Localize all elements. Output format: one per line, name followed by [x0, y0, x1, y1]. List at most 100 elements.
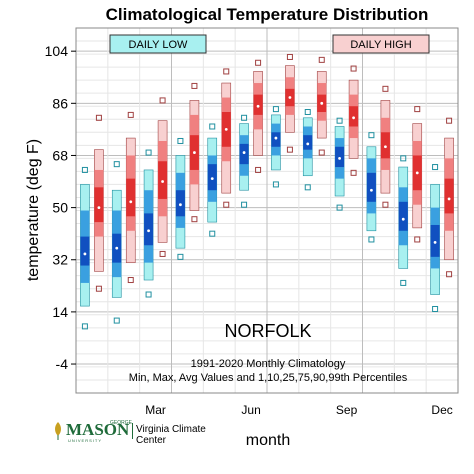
- y-tick-label: 68: [52, 147, 68, 163]
- min-marker: [81, 323, 88, 330]
- avg-dot: [210, 177, 214, 181]
- x-axis-ticks: Mar Jun Sep Dec: [145, 403, 453, 417]
- legend-low-label: DAILY LOW: [129, 39, 189, 51]
- max-marker: [95, 114, 102, 121]
- max-marker: [159, 97, 166, 104]
- max-marker: [81, 166, 88, 173]
- box-mid-25-75: [239, 143, 249, 165]
- max-marker: [241, 114, 248, 121]
- avg-dot: [97, 206, 101, 210]
- max-marker: [223, 68, 230, 75]
- min-marker: [145, 291, 152, 298]
- station-name: NORFOLK: [224, 321, 311, 341]
- logo-george-text: GEORGE: [110, 420, 132, 426]
- max-marker: [127, 111, 134, 118]
- legend-high-box: [332, 34, 430, 54]
- max-marker: [191, 82, 198, 89]
- y-tick-label: 32: [52, 252, 68, 268]
- max-marker: [368, 132, 375, 139]
- box-mid-25-75: [207, 164, 217, 191]
- box-mid-25-75: [126, 178, 136, 217]
- logo-divider: [132, 423, 133, 439]
- x-tick-label: Sep: [336, 403, 358, 417]
- avg-dot: [306, 142, 310, 146]
- box-mid-25-75: [253, 94, 263, 115]
- leaf-icon: [55, 422, 61, 440]
- min-marker: [127, 277, 134, 284]
- max-marker: [336, 117, 343, 124]
- min-marker: [113, 317, 120, 324]
- max-marker: [255, 59, 262, 66]
- box-mid-25-75: [303, 135, 313, 150]
- chart-title: Climatological Temperature Distribution: [106, 5, 429, 24]
- max-marker: [446, 117, 453, 124]
- min-marker: [209, 230, 216, 237]
- x-tick-label: Jun: [241, 403, 260, 417]
- min-marker: [95, 285, 102, 292]
- avg-dot: [433, 240, 437, 244]
- min-marker: [318, 149, 325, 156]
- max-marker: [209, 123, 216, 130]
- avg-dot: [115, 246, 119, 250]
- max-marker: [145, 149, 152, 156]
- min-marker: [336, 204, 343, 211]
- low-series: [80, 106, 440, 330]
- box-mid-25-75: [144, 213, 154, 246]
- box-mid-25-75: [80, 236, 90, 266]
- avg-dot: [352, 116, 355, 120]
- avg-dot: [274, 136, 278, 140]
- avg-dot: [370, 188, 373, 192]
- max-marker: [272, 106, 279, 113]
- max-marker: [400, 155, 407, 162]
- max-marker: [286, 53, 293, 60]
- avg-dot: [401, 217, 405, 221]
- y-tick-label: 50: [52, 200, 68, 216]
- avg-dot: [256, 104, 260, 108]
- max-marker: [177, 137, 184, 144]
- x-tick-label: Mar: [145, 403, 166, 417]
- avg-dot: [179, 203, 182, 207]
- avg-dot: [320, 101, 324, 105]
- min-marker: [350, 169, 357, 176]
- avg-dot: [224, 127, 228, 131]
- min-marker: [286, 146, 293, 153]
- avg-dot: [415, 171, 419, 175]
- gmu-logo: GEORGE MASON UNIVERSITY Virginia Climate…: [52, 420, 222, 446]
- avg-dot: [242, 151, 246, 154]
- logo-mason-text: MASON: [66, 420, 130, 439]
- box-mid-25-75: [430, 224, 440, 257]
- max-marker: [113, 161, 120, 168]
- min-marker: [304, 184, 311, 191]
- avg-dot: [338, 156, 341, 160]
- note-line-2: Min, Max, Avg Values and 1,10,25,75,90,9…: [129, 372, 408, 384]
- box-mid-25-75: [444, 178, 454, 214]
- min-marker: [432, 305, 439, 312]
- avg-dot: [83, 252, 87, 256]
- avg-dot: [161, 180, 164, 183]
- y-axis-label: temperature (deg F): [25, 139, 42, 281]
- box-mid-25-75: [271, 132, 281, 147]
- y-tick-label: 14: [52, 304, 68, 320]
- min-marker: [272, 181, 279, 188]
- logo-university-text: UNIVERSITY: [68, 438, 103, 443]
- min-marker: [159, 250, 166, 257]
- min-marker: [446, 271, 453, 278]
- y-axis-ticks: -4 14 32 50 68 86 104: [45, 43, 76, 372]
- min-marker: [255, 166, 262, 173]
- min-marker: [368, 236, 375, 243]
- high-series: [94, 53, 454, 292]
- plot-frame: [75, 27, 459, 394]
- min-marker: [400, 279, 407, 286]
- box-mid-25-75: [94, 187, 104, 223]
- max-marker: [382, 85, 389, 92]
- box-mid-25-75: [175, 190, 185, 217]
- avg-dot: [129, 200, 133, 204]
- note-line-1: 1991-2020 Monthly Climatology: [191, 358, 346, 370]
- max-marker: [432, 164, 439, 171]
- box-mid-25-75: [349, 106, 359, 127]
- min-marker: [241, 201, 248, 208]
- max-marker: [318, 56, 325, 63]
- y-tick-label: 104: [45, 43, 69, 59]
- min-marker: [414, 236, 421, 243]
